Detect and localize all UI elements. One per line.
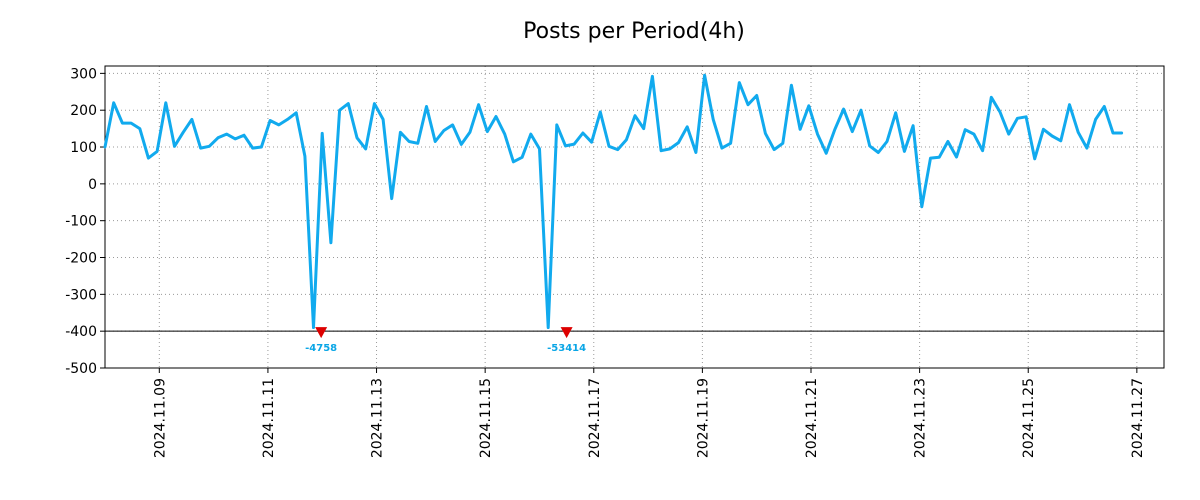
clip-value-label: -53414	[547, 343, 586, 354]
clip-marker	[315, 327, 328, 339]
y-tick-label: -300	[65, 287, 97, 303]
clip-markers: -4758 -53414	[305, 327, 586, 354]
x-tick-label: 2024.11.23	[913, 378, 929, 458]
series-layer	[103, 73, 1124, 329]
x-tick-label: 2024.11.13	[370, 378, 386, 458]
x-tick-label: 2024.11.25	[1021, 378, 1037, 458]
plot-frame	[104, 65, 1165, 369]
x-tick-label: 2024.11.11	[261, 378, 277, 458]
y-tick-label: 100	[70, 140, 97, 156]
x-tick-label: 2024.11.19	[695, 378, 711, 458]
y-tick-label: 300	[70, 66, 97, 82]
y-tick-label: -400	[65, 324, 97, 340]
y-tick-label: -100	[65, 214, 97, 230]
x-tick-label: 2024.11.21	[804, 378, 820, 458]
x-tick-label: 2024.11.09	[152, 378, 168, 458]
y-tick-label: 200	[70, 103, 97, 119]
series-line-posts	[103, 73, 1124, 329]
clip-value-label: -4758	[305, 343, 337, 354]
x-tick-label: 2024.11.15	[478, 378, 494, 458]
axes: 300 200 100 0 -100 -200 -300 -400 -500 2024.11.09…	[65, 65, 1165, 458]
x-tick-label: 2024.11.27	[1130, 378, 1146, 458]
clip-marker	[560, 327, 573, 339]
grid	[105, 66, 1164, 369]
y-tick-label: -200	[65, 251, 97, 267]
y-tick-label: -500	[65, 361, 97, 377]
x-tick-label: 2024.11.17	[587, 378, 603, 458]
chart-title: Posts per Period(4h)	[523, 19, 745, 44]
y-tick-label: 0	[88, 177, 97, 193]
